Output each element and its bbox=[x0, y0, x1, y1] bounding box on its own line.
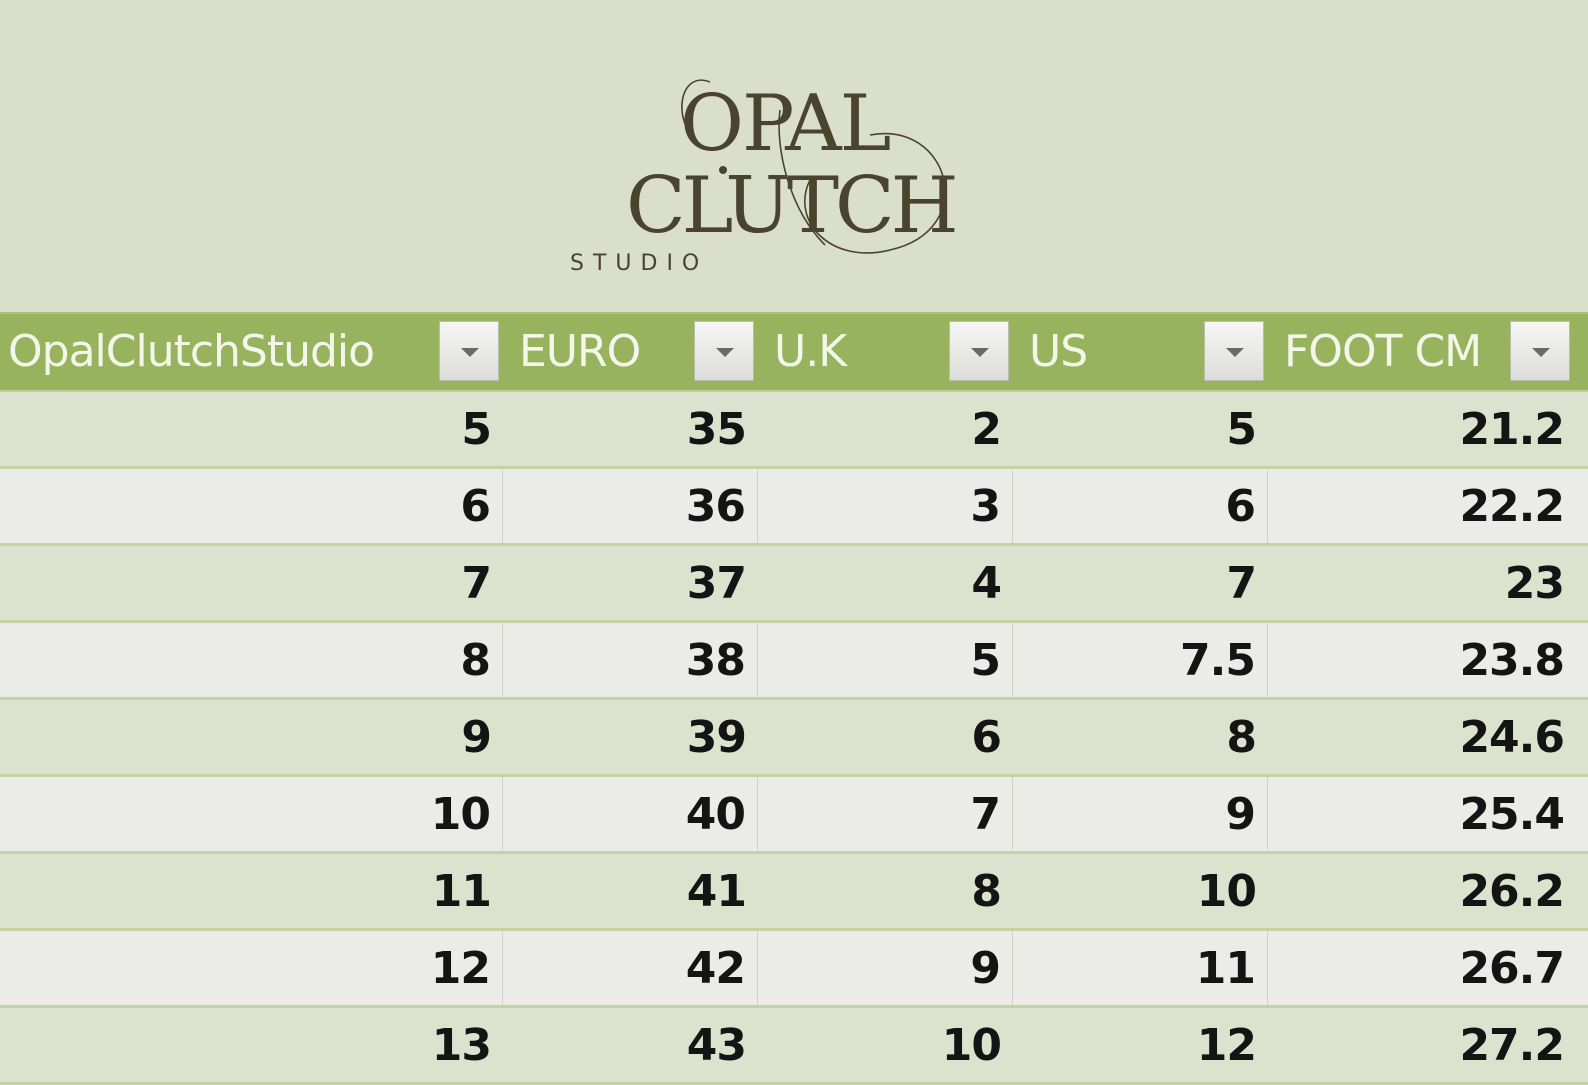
table-cell[interactable]: 8 bbox=[1226, 712, 1257, 763]
table-cell[interactable]: 25.4 bbox=[1459, 789, 1565, 840]
logo-line3: STUDIO bbox=[570, 251, 708, 276]
filter-dropdown-button[interactable] bbox=[1510, 321, 1570, 381]
table-cell[interactable]: 5 bbox=[1226, 404, 1257, 455]
table-cell[interactable]: 12 bbox=[0, 931, 503, 1005]
table-row: 13 43 10 12 27.2 bbox=[0, 1008, 1588, 1085]
table-cell[interactable]: 10 bbox=[941, 1020, 1002, 1071]
column-header-brand: OpalClutchStudio bbox=[0, 314, 503, 390]
table-cell[interactable]: 7 bbox=[461, 558, 492, 609]
table-cell[interactable]: 9 bbox=[461, 712, 492, 763]
table-cell[interactable]: 7 bbox=[758, 777, 1013, 851]
table-cell[interactable]: 5 bbox=[461, 404, 492, 455]
table-cell[interactable]: 12 bbox=[1196, 1020, 1257, 1071]
table-cell[interactable]: 42 bbox=[503, 931, 758, 1005]
table-cell[interactable]: 40 bbox=[503, 777, 758, 851]
filter-dropdown-button[interactable] bbox=[949, 321, 1009, 381]
table-cell[interactable]: 10 bbox=[1196, 866, 1257, 917]
table-cell[interactable]: 7 bbox=[1226, 558, 1257, 609]
table-cell[interactable]: 21.2 bbox=[1459, 404, 1565, 455]
table-cell[interactable]: 41 bbox=[686, 866, 747, 917]
table-cell[interactable]: 9 bbox=[758, 931, 1013, 1005]
table-row: 7 37 4 7 23 bbox=[0, 546, 1588, 623]
column-header-uk: U.K bbox=[758, 314, 1013, 390]
table-cell[interactable]: 22.2 bbox=[1459, 481, 1565, 532]
table-cell[interactable]: 8 bbox=[971, 866, 1002, 917]
table-row: 8 38 5 7.5 23.8 bbox=[0, 623, 1588, 700]
table-row: 5 35 2 5 21.2 bbox=[0, 392, 1588, 469]
table-cell[interactable]: 6 bbox=[971, 712, 1002, 763]
table-cell[interactable]: 39 bbox=[686, 712, 747, 763]
table-cell[interactable]: 7.5 bbox=[1013, 623, 1268, 697]
table-cell[interactable]: 36 bbox=[503, 469, 758, 543]
header-label: OpalClutchStudio bbox=[8, 326, 375, 377]
table-cell[interactable]: 23.8 bbox=[1459, 635, 1565, 686]
table-body: 5 35 2 5 21.2 6 36 3 6 22.2 7 37 4 7 23 8 38 5 7.5 23.8 9 39 6… bbox=[0, 392, 1588, 1085]
table-row: 11 41 8 10 26.2 bbox=[0, 854, 1588, 931]
table-cell[interactable]: 37 bbox=[686, 558, 747, 609]
table-cell[interactable]: 5 bbox=[758, 623, 1013, 697]
logo-line2: CLUTCH bbox=[626, 161, 955, 251]
header-label: FOOT CM bbox=[1284, 326, 1482, 377]
filter-dropdown-button[interactable] bbox=[694, 321, 754, 381]
table-cell[interactable]: 2 bbox=[971, 404, 1002, 455]
table-cell[interactable]: 6 bbox=[1013, 469, 1268, 543]
logo-line1: OPAL bbox=[680, 79, 890, 169]
header-label: U.K bbox=[774, 326, 847, 377]
table-cell[interactable]: 26.7 bbox=[1459, 943, 1565, 994]
table-row: 9 39 6 8 24.6 bbox=[0, 700, 1588, 777]
table-cell[interactable]: 3 bbox=[758, 469, 1013, 543]
table-cell[interactable]: 6 bbox=[0, 469, 503, 543]
column-header-euro: EURO bbox=[503, 314, 758, 390]
brand-logo: OPAL CLUTCH STUDIO bbox=[560, 60, 980, 290]
table-cell[interactable]: 27.2 bbox=[1459, 1020, 1565, 1071]
table-cell[interactable]: 13 bbox=[431, 1020, 492, 1071]
header-label: EURO bbox=[519, 326, 641, 377]
table-cell[interactable]: 43 bbox=[686, 1020, 747, 1071]
table-cell[interactable]: 23 bbox=[1504, 558, 1565, 609]
filter-dropdown-button[interactable] bbox=[439, 321, 499, 381]
table-cell[interactable]: 24.6 bbox=[1459, 712, 1565, 763]
table-cell[interactable]: 26.2 bbox=[1459, 866, 1565, 917]
table-cell[interactable]: 11 bbox=[431, 866, 492, 917]
column-header-us: US bbox=[1013, 314, 1268, 390]
table-row: 12 42 9 11 26.7 bbox=[0, 931, 1588, 1008]
filter-dropdown-button[interactable] bbox=[1204, 321, 1264, 381]
table-header-row: OpalClutchStudio EURO U.K US FOOT CM bbox=[0, 312, 1588, 392]
table-cell[interactable]: 38 bbox=[503, 623, 758, 697]
table-cell[interactable]: 4 bbox=[971, 558, 1002, 609]
table-row: 10 40 7 9 25.4 bbox=[0, 777, 1588, 854]
table-cell[interactable]: 11 bbox=[1013, 931, 1268, 1005]
header-label: US bbox=[1029, 326, 1088, 377]
column-header-foot-cm: FOOT CM bbox=[1268, 314, 1588, 390]
table-cell[interactable]: 9 bbox=[1013, 777, 1268, 851]
table-cell[interactable]: 8 bbox=[0, 623, 503, 697]
table-cell[interactable]: 35 bbox=[686, 404, 747, 455]
table-row: 6 36 3 6 22.2 bbox=[0, 469, 1588, 546]
table-cell[interactable]: 10 bbox=[0, 777, 503, 851]
size-table: OpalClutchStudio EURO U.K US FOOT CM 5 35… bbox=[0, 312, 1588, 1085]
logo-graphic: OPAL CLUTCH STUDIO bbox=[570, 79, 959, 276]
